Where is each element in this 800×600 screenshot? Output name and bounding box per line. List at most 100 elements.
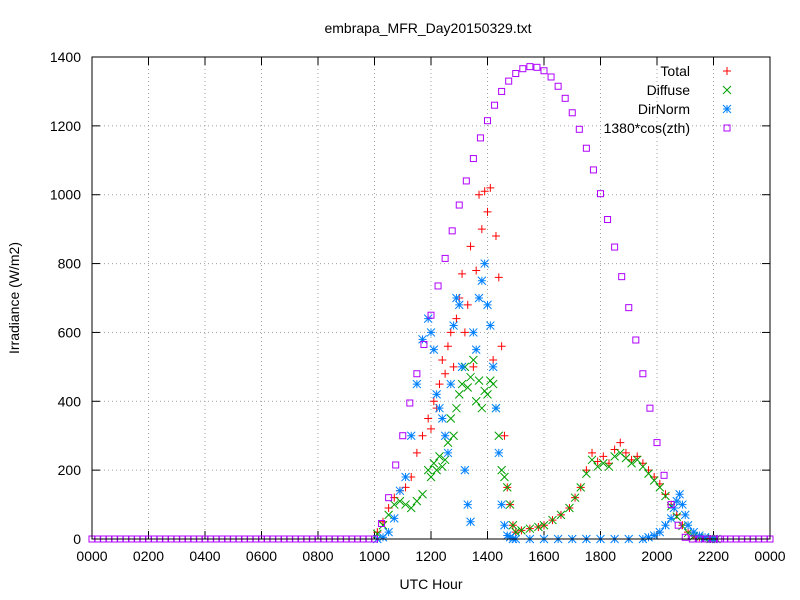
- x-tick-label: 0000: [754, 548, 785, 564]
- series-0: [373, 183, 721, 543]
- data-point: [618, 273, 626, 281]
- legend-marker: [722, 104, 732, 114]
- data-point: [463, 300, 472, 309]
- data-point: [565, 503, 574, 513]
- data-point: [443, 438, 453, 447]
- data-point: [678, 500, 687, 509]
- series-3: [371, 63, 725, 543]
- data-point: [412, 448, 421, 457]
- data-point: [437, 414, 447, 423]
- data-point: [476, 134, 484, 142]
- data-point: [395, 496, 405, 506]
- data-point: [437, 462, 447, 472]
- data-point: [512, 70, 520, 78]
- data-point: [385, 494, 393, 502]
- y-axis-label: Irradiance (W/m2): [6, 242, 22, 354]
- data-point: [373, 528, 382, 537]
- data-point: [384, 510, 393, 520]
- data-point: [435, 403, 444, 413]
- x-axis-label: UTC Hour: [399, 576, 462, 592]
- y-tick-label: 600: [58, 324, 82, 340]
- data-point: [604, 216, 612, 224]
- data-point: [597, 190, 604, 198]
- data-point: [598, 458, 608, 468]
- data-point: [639, 370, 647, 378]
- data-point: [438, 355, 447, 364]
- data-point: [441, 369, 450, 378]
- y-tick-label: 800: [58, 256, 82, 272]
- data-point: [401, 472, 410, 482]
- data-point: [477, 403, 487, 413]
- data-point: [455, 201, 463, 209]
- data-point: [412, 496, 422, 506]
- x-tick-label: 0800: [302, 548, 333, 564]
- data-point: [488, 379, 498, 389]
- data-point: [582, 144, 590, 152]
- data-point: [681, 533, 689, 541]
- data-point: [644, 469, 653, 478]
- data-point: [611, 243, 619, 251]
- data-point: [517, 526, 526, 535]
- data-point: [649, 476, 659, 485]
- data-point: [494, 431, 504, 441]
- data-point: [406, 399, 414, 407]
- legend-label: 1380*cos(zth): [604, 120, 690, 136]
- data-point: [378, 532, 388, 542]
- data-point: [604, 462, 614, 472]
- data-point: [576, 483, 586, 492]
- data-point: [452, 403, 461, 413]
- data-point: [413, 370, 421, 378]
- data-point: [672, 512, 682, 521]
- data-point: [440, 431, 450, 441]
- data-point: [399, 432, 407, 440]
- data-point: [494, 273, 503, 282]
- data-point: [649, 531, 659, 540]
- data-point: [454, 300, 464, 310]
- x-tick-label: 0600: [246, 548, 277, 564]
- data-point: [443, 448, 453, 458]
- data-point: [680, 510, 690, 520]
- data-point: [434, 282, 442, 290]
- x-tick-label: 1800: [585, 548, 616, 564]
- data-point: [457, 362, 467, 372]
- data-point: [449, 321, 458, 330]
- data-point: [661, 490, 670, 499]
- data-point: [426, 328, 436, 337]
- data-point: [683, 520, 693, 530]
- data-point: [604, 459, 613, 468]
- data-point: [474, 376, 484, 385]
- data-point: [497, 500, 506, 509]
- data-point: [500, 472, 509, 482]
- data-point: [554, 82, 562, 90]
- data-point: [440, 455, 450, 465]
- data-point: [426, 472, 436, 482]
- x-axis-ticks: 0000 0200 0400 0600 0800 1000 1200 1400 1600 1800…: [76, 57, 786, 564]
- data-point: [667, 501, 675, 509]
- data-point: [610, 452, 619, 461]
- data-point: [666, 513, 676, 523]
- data-point: [480, 259, 490, 268]
- y-tick-label: 1400: [50, 49, 81, 65]
- data-point: [525, 524, 535, 534]
- data-point: [466, 372, 475, 382]
- data-point: [432, 390, 442, 399]
- x-tick-label: 1600: [528, 548, 559, 564]
- data-point: [582, 469, 591, 478]
- data-point: [505, 500, 515, 509]
- data-point: [661, 491, 670, 501]
- data-point: [494, 448, 504, 458]
- y-tick-label: 1200: [50, 118, 81, 134]
- data-point: [547, 73, 555, 81]
- legend-label: Total: [660, 63, 690, 79]
- data-point: [384, 527, 393, 537]
- data-point: [471, 345, 481, 354]
- data-point: [589, 166, 597, 174]
- legend-label: DirNorm: [638, 101, 690, 117]
- data-point: [469, 355, 478, 365]
- data-point: [466, 242, 475, 251]
- data-point: [378, 520, 388, 530]
- chart-title: embrapa_MFR_Day20150329.txt: [324, 20, 531, 36]
- data-point: [460, 465, 470, 475]
- data-point: [627, 458, 636, 468]
